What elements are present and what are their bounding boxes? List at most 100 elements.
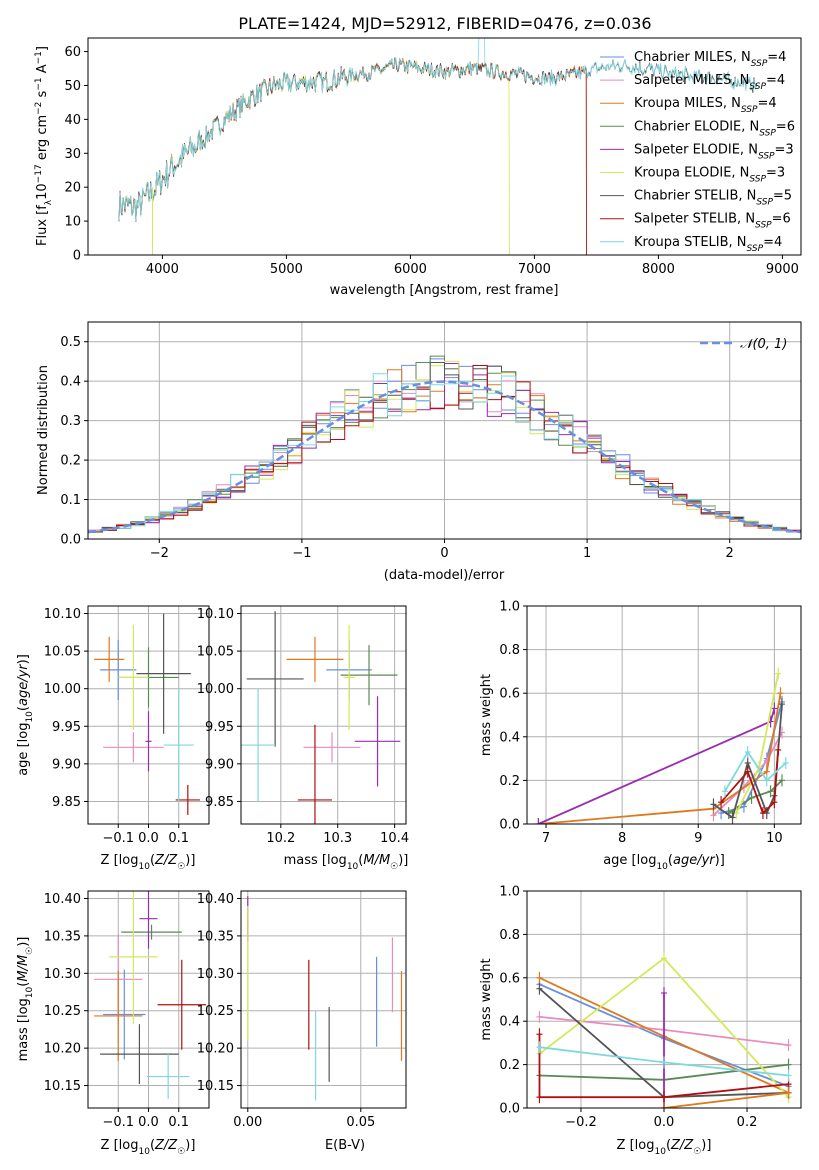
- y-tick-label: 0.6: [499, 687, 520, 702]
- x-tick-label: 9000: [766, 262, 799, 277]
- legend-label: Chabrier STELIB, NSSP=5: [634, 189, 792, 208]
- legend-label: Chabrier ELODIE, NSSP=6: [634, 119, 795, 138]
- spectrum-line-salpeter_stelib: [118, 57, 587, 255]
- plot-area: [118, 38, 758, 255]
- x-tick-label: 0.1: [168, 831, 189, 846]
- y-tick-label: 9.95: [205, 720, 234, 735]
- y-tick-label: 10.10: [44, 607, 81, 622]
- x-tick-label: 4000: [146, 262, 179, 277]
- x-tick-label: 0.0: [654, 1115, 675, 1130]
- legend-label: Salpeter STELIB, NSSP=6: [634, 212, 791, 231]
- plot-area: [88, 355, 801, 534]
- x-axis-label: (data-model)/error: [384, 568, 505, 583]
- axes-frame: [87, 321, 802, 540]
- y-axis-label: mass [log10(M/M☉)]: [16, 937, 35, 1062]
- x-axis-label: E(B-V): [325, 1138, 365, 1153]
- y-tick-label: 50: [64, 79, 81, 94]
- x-tick-label: 10: [766, 831, 783, 846]
- x-tick-label: 0.0: [138, 1115, 159, 1130]
- x-tick-label: −0.1: [102, 831, 134, 846]
- x-tick-label: 6000: [394, 262, 427, 277]
- y-axis-label: Normed distribution: [36, 365, 51, 495]
- hist-kroupa_stelib: [88, 373, 801, 533]
- y-tick-label: 10.25: [197, 1004, 234, 1019]
- y-tick-label: 10.05: [197, 645, 234, 660]
- x-tick-label: 0.1: [168, 1115, 189, 1130]
- x-axis-label: Z [log10(Z/Z☉)]: [617, 1138, 712, 1157]
- legend-label: Salpeter MILES, NSSP=4: [634, 73, 785, 92]
- y-tick-label: 0.4: [499, 730, 520, 745]
- chart-spectrum: 4000 5000 6000 7000 8000 9000 0 10 20 30 40 50 60 wav…: [34, 37, 802, 298]
- y-tick-label: 10.20: [197, 1042, 234, 1057]
- y-tick-label: 60: [64, 45, 81, 60]
- x-tick-label: 5000: [270, 262, 303, 277]
- axes-frame: [87, 890, 210, 1109]
- chart-age_weight: 7 8 9 10 0.0 0.2 0.4 0.6 0.8 1.0 mass weight age [l…: [479, 600, 802, 872]
- y-axis-label: mass weight: [479, 958, 494, 1040]
- axes-frame: [240, 890, 407, 1109]
- y-tick-label: 10.35: [197, 929, 234, 944]
- y-tick-label: 9.90: [52, 757, 81, 772]
- y-tick-label: 9.85: [52, 795, 81, 810]
- y-axis-label: age [log10(age/yr)]: [16, 654, 35, 776]
- x-tick-label: −2: [150, 546, 169, 561]
- y-tick-label: 0.4: [60, 375, 81, 390]
- chart-z_weight: −0.2 0.0 0.2 0.0 0.2 0.4 0.6 0.8 1.0 mass weight Z…: [479, 885, 802, 1157]
- x-tick-label: −1: [292, 546, 311, 561]
- plot-area: [247, 896, 403, 1101]
- y-tick-label: 0.8: [499, 643, 520, 658]
- x-tick-label: 7: [542, 831, 550, 846]
- x-tick-label: 0: [440, 546, 448, 561]
- legend: Chabrier MILES, NSSP=4 Salpeter MILES, NS…: [600, 50, 795, 254]
- y-tick-label: 0.5: [60, 335, 81, 350]
- x-axis-label: mass [log10(M/M☉)]: [284, 853, 409, 872]
- axes-frame: [240, 605, 407, 825]
- x-tick-label: 0.00: [233, 1115, 262, 1130]
- x-tick-label: 0.0: [138, 831, 159, 846]
- y-tick-label: 10.10: [197, 607, 234, 622]
- y-tick-label: 10.00: [197, 682, 234, 697]
- y-tick-label: 10.20: [44, 1042, 81, 1057]
- weight-line-salpeter_stelib: [538, 1034, 789, 1099]
- chart-z_age: −0.1 0.0 0.1 9.85 9.90 9.95 10.00 10.05 10.10 Z […: [16, 605, 210, 872]
- hist-salpeter_stelib: [88, 365, 801, 533]
- y-tick-label: 10.40: [44, 892, 81, 907]
- x-tick-label: 0.05: [346, 1115, 375, 1130]
- y-tick-label: 9.90: [205, 757, 234, 772]
- y-tick-label: 20: [64, 181, 81, 196]
- y-tick-label: 1.0: [499, 885, 520, 900]
- y-tick-label: 10: [64, 215, 81, 230]
- chart-residual_hist: −2 −1 0 1 2 0.0 0.1 0.2 0.3 0.4 0.5 (data-model)/er…: [36, 321, 802, 583]
- figure-title: PLATE=1424, MJD=52912, FIBERID=0476, z=0…: [238, 14, 651, 33]
- axes-frame: [526, 890, 802, 1109]
- y-tick-label: 10.40: [197, 892, 234, 907]
- x-tick-label: 10.3: [323, 831, 352, 846]
- x-tick-label: 10.4: [380, 831, 409, 846]
- x-tick-label: 1: [583, 546, 591, 561]
- y-axis-label: Flux [fλ10−17 erg cm−2 s−1 A−1]: [34, 46, 54, 246]
- x-tick-label: −0.2: [565, 1115, 597, 1130]
- weight-line-kroupa_stelib: [724, 750, 787, 792]
- y-tick-label: 10.05: [44, 645, 81, 660]
- legend-label: Kroupa ELODIE, NSSP=3: [634, 166, 785, 185]
- x-tick-label: 2: [726, 546, 734, 561]
- x-axis-label: Z [log10(Z/Z☉)]: [101, 853, 196, 872]
- legend-label: Chabrier MILES, NSSP=4: [634, 50, 786, 69]
- legend-label: Salpeter ELODIE, NSSP=3: [634, 142, 794, 161]
- x-tick-label: 7000: [518, 262, 551, 277]
- y-tick-label: 0.2: [499, 1058, 520, 1073]
- plot-area: [535, 667, 789, 824]
- x-axis-label: Z [log10(Z/Z☉)]: [101, 1138, 196, 1157]
- x-tick-label: −0.1: [102, 1115, 134, 1130]
- normal-curve: [88, 380, 801, 534]
- x-tick-label: 0.2: [737, 1115, 758, 1130]
- x-tick-label: 8: [618, 831, 626, 846]
- y-tick-label: 0.3: [60, 414, 81, 429]
- x-tick-label: 9: [694, 831, 702, 846]
- plot-area: [241, 611, 401, 824]
- axes-frame: [526, 605, 802, 825]
- y-tick-label: 10.35: [44, 929, 81, 944]
- plot-area: [536, 952, 792, 1108]
- spectrum-line-kroupa_miles: [118, 57, 587, 255]
- y-tick-label: 0.1: [60, 493, 81, 508]
